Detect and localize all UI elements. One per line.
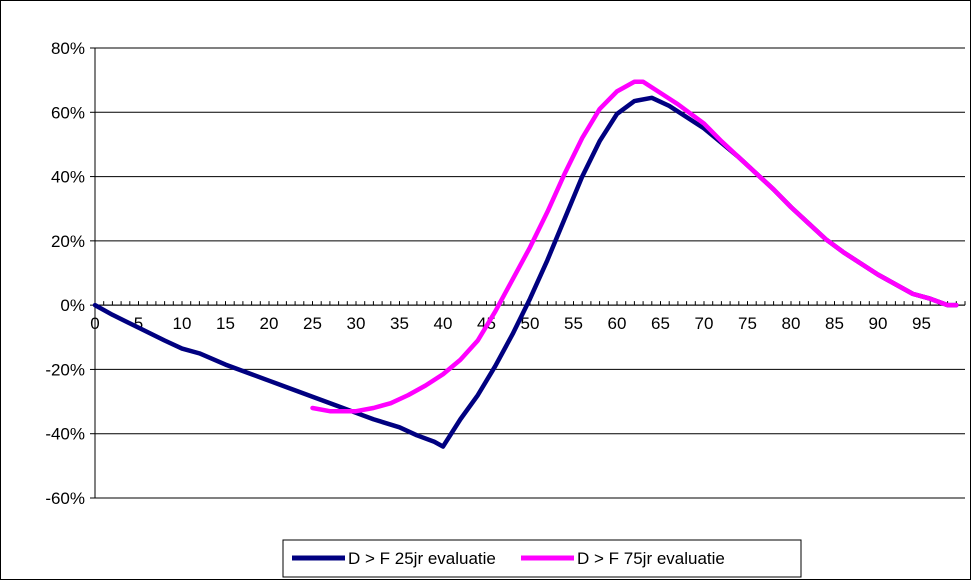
y-tick-label: -20% bbox=[45, 360, 85, 379]
y-tick-label: 20% bbox=[51, 232, 85, 251]
y-tick-label: -60% bbox=[45, 489, 85, 508]
legend-label-series-1: D > F 25jr evaluatie bbox=[348, 549, 496, 568]
x-tick-label: 0 bbox=[90, 314, 99, 333]
y-tick-label: 40% bbox=[51, 168, 85, 187]
x-tick-label: 70 bbox=[695, 314, 714, 333]
x-tick-label: 40 bbox=[434, 314, 453, 333]
y-tick-label: 80% bbox=[51, 39, 85, 58]
x-tick-label: 95 bbox=[912, 314, 931, 333]
legend-label-series-2: D > F 75jr evaluatie bbox=[577, 549, 725, 568]
x-tick-label: 60 bbox=[608, 314, 627, 333]
series-line-1 bbox=[92, 95, 959, 449]
gridlines bbox=[95, 47, 965, 499]
y-tick-label: 60% bbox=[51, 103, 85, 122]
y-tick-label: -40% bbox=[45, 425, 85, 444]
x-axis: 0 5 10 15 20 25 30 35 40 45 50 55 60 65 70 75 80 85 90 95 bbox=[90, 301, 966, 333]
data-series bbox=[92, 79, 959, 449]
x-tick-label: 20 bbox=[260, 314, 279, 333]
legend-box bbox=[282, 539, 802, 578]
x-tick-label: 75 bbox=[738, 314, 757, 333]
x-tick-label: 90 bbox=[869, 314, 888, 333]
x-tick-label: 55 bbox=[564, 314, 583, 333]
x-tick-label: 5 bbox=[134, 314, 143, 333]
x-tick-label: 80 bbox=[782, 314, 801, 333]
y-tick-label: 0% bbox=[60, 296, 85, 315]
series-line-2 bbox=[310, 79, 959, 414]
x-tick-label: 30 bbox=[347, 314, 366, 333]
y-axis-ticks: -60% -40% -20% 0% 20% 40% 60% 80% bbox=[45, 39, 96, 508]
x-tick-label: 65 bbox=[651, 314, 670, 333]
x-tick-label: 15 bbox=[216, 314, 235, 333]
x-tick-label: 10 bbox=[173, 314, 192, 333]
x-tick-label: 35 bbox=[390, 314, 409, 333]
legend: D > F 25jr evaluatie D > F 75jr evaluati… bbox=[282, 539, 802, 578]
x-tick-label: 50 bbox=[521, 314, 540, 333]
x-tick-label: 25 bbox=[303, 314, 322, 333]
x-tick-label: 85 bbox=[825, 314, 844, 333]
